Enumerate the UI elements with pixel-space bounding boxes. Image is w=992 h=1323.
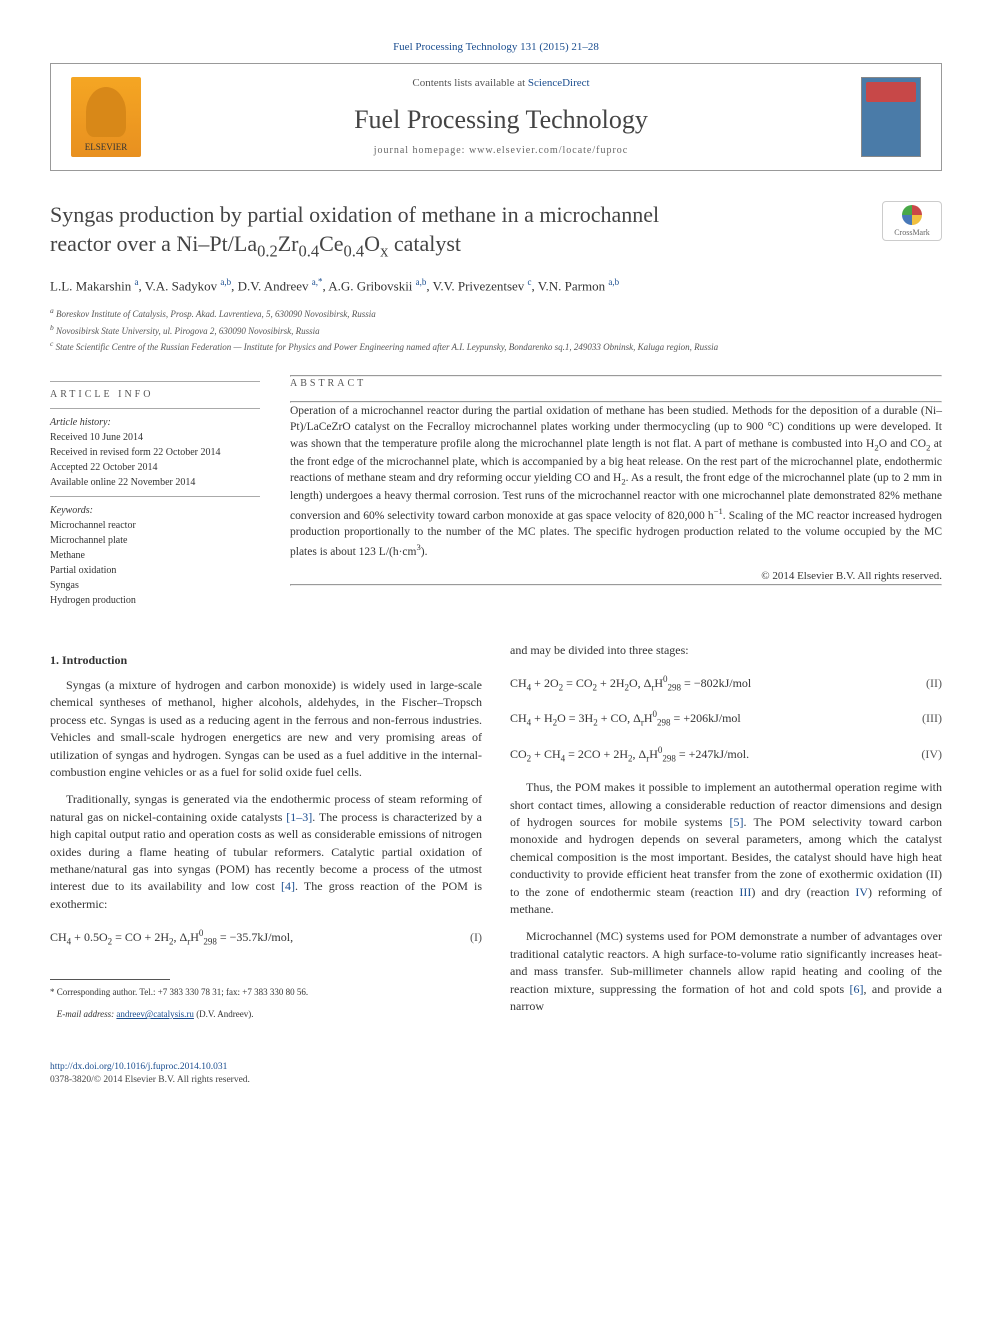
header-center: Contents lists available at ScienceDirec… <box>141 76 861 158</box>
equation-3: CH4 + H2O = 3H2 + CO, ΔrH0298 = +206kJ/m… <box>510 708 942 729</box>
doi-link[interactable]: http://dx.doi.org/10.1016/j.fuproc.2014.… <box>50 1062 227 1072</box>
eq-body: CO2 + CH4 = 2CO + 2H2, ΔrH0298 = +247kJ/… <box>510 744 749 765</box>
doi-block: http://dx.doi.org/10.1016/j.fuproc.2014.… <box>50 1061 942 1088</box>
title-line2: reactor over a Ni–Pt/La0.2Zr0.4Ce0.4Ox c… <box>50 231 461 256</box>
paragraph: Syngas (a mixture of hydrogen and carbon… <box>50 677 482 781</box>
keyword: Microchannel reactor <box>50 518 260 533</box>
abstract-column: ABSTRACT Operation of a microchannel rea… <box>290 375 942 612</box>
abstract-copyright: © 2014 Elsevier B.V. All rights reserved… <box>290 569 942 584</box>
doi-issn-copyright: 0378-3820/© 2014 Elsevier B.V. All right… <box>50 1075 250 1085</box>
eq-body: CH4 + H2O = 3H2 + CO, ΔrH0298 = +206kJ/m… <box>510 708 741 729</box>
abstract-heading: ABSTRACT <box>290 377 942 391</box>
keyword: Partial oxidation <box>50 563 260 578</box>
elsevier-logo: ELSEVIER <box>71 77 141 157</box>
crossmark-badge[interactable]: CrossMark <box>882 201 942 241</box>
article-body: 1. Introduction Syngas (a mixture of hyd… <box>50 642 942 1031</box>
authors-line: L.L. Makarshin a, V.A. Sadykov a,b, D.V.… <box>50 276 942 296</box>
keyword: Methane <box>50 548 260 563</box>
history-title: Article history: <box>50 415 260 430</box>
journal-header-box: ELSEVIER Contents lists available at Sci… <box>50 63 942 171</box>
email-footnote: E-mail address: andreev@catalysis.ru (D.… <box>50 1008 482 1021</box>
keywords-title: Keywords: <box>50 503 260 518</box>
eq-label: (II) <box>926 675 942 692</box>
affiliation-c: c State Scientific Centre of the Russian… <box>50 338 942 355</box>
email-who: (D.V. Andreev). <box>196 1009 253 1019</box>
homepage-line: journal homepage: www.elsevier.com/locat… <box>141 144 861 158</box>
journal-name: Fuel Processing Technology <box>141 102 861 138</box>
contents-prefix: Contents lists available at <box>412 77 527 89</box>
corresponding-email[interactable]: andreev@catalysis.ru <box>116 1009 194 1019</box>
journal-cover-thumbnail <box>861 77 921 157</box>
article-title: Syngas production by partial oxidation o… <box>50 201 882 261</box>
homepage-url[interactable]: www.elsevier.com/locate/fuproc <box>469 145 628 156</box>
eq-label: (III) <box>922 710 942 727</box>
keywords-block: Keywords: Microchannel reactor Microchan… <box>50 503 260 608</box>
section-1-title: 1. Introduction <box>50 652 482 669</box>
article-info-heading: ARTICLE INFO <box>50 388 260 402</box>
eq-body: CH4 + 0.5O2 = CO + 2H2, ΔrH0298 = −35.7k… <box>50 927 293 948</box>
cover-thumb-header <box>866 82 916 102</box>
keyword: Microchannel plate <box>50 533 260 548</box>
equation-4: CO2 + CH4 = 2CO + 2H2, ΔrH0298 = +247kJ/… <box>510 744 942 765</box>
abstract-text: Operation of a microchannel reactor duri… <box>290 403 942 561</box>
paragraph: Microchannel (MC) systems used for POM d… <box>510 928 942 1015</box>
eq-body: CH4 + 2O2 = CO2 + 2H2O, ΔrH0298 = −802kJ… <box>510 673 751 694</box>
equation-1: CH4 + 0.5O2 = CO + 2H2, ΔrH0298 = −35.7k… <box>50 927 482 948</box>
history-item: Available online 22 November 2014 <box>50 475 260 490</box>
elsevier-tree-icon <box>86 87 126 137</box>
paragraph: Traditionally, syngas is generated via t… <box>50 791 482 913</box>
history-item: Received 10 June 2014 <box>50 430 260 445</box>
corresponding-footnote: * Corresponding author. Tel.: +7 383 330… <box>50 986 482 999</box>
keyword: Syngas <box>50 578 260 593</box>
crossmark-label: CrossMark <box>894 227 930 238</box>
article-history: Article history: Received 10 June 2014 R… <box>50 415 260 490</box>
equation-2: CH4 + 2O2 = CO2 + 2H2O, ΔrH0298 = −802kJ… <box>510 673 942 694</box>
affiliation-b: b Novosibirsk State University, ul. Piro… <box>50 322 942 339</box>
homepage-prefix: journal homepage: <box>374 145 469 156</box>
keyword: Hydrogen production <box>50 593 260 608</box>
sciencedirect-link[interactable]: ScienceDirect <box>528 77 590 89</box>
eq-label: (I) <box>470 929 482 946</box>
affiliation-a: a Boreskov Institute of Catalysis, Prosp… <box>50 305 942 322</box>
affiliations: a Boreskov Institute of Catalysis, Prosp… <box>50 305 942 355</box>
citation-header[interactable]: Fuel Processing Technology 131 (2015) 21… <box>50 40 942 55</box>
footnote-rule <box>50 979 170 980</box>
paragraph: and may be divided into three stages: <box>510 642 942 659</box>
paragraph: Thus, the POM makes it possible to imple… <box>510 779 942 918</box>
eq-label: (IV) <box>921 746 942 763</box>
contents-line: Contents lists available at ScienceDirec… <box>141 76 861 91</box>
history-item: Accepted 22 October 2014 <box>50 460 260 475</box>
elsevier-label: ELSEVIER <box>85 141 128 154</box>
crossmark-icon <box>902 205 922 225</box>
title-line1: Syngas production by partial oxidation o… <box>50 202 659 227</box>
email-label: E-mail address: <box>57 1009 114 1019</box>
history-item: Received in revised form 22 October 2014 <box>50 445 260 460</box>
article-info-column: ARTICLE INFO Article history: Received 1… <box>50 375 260 612</box>
